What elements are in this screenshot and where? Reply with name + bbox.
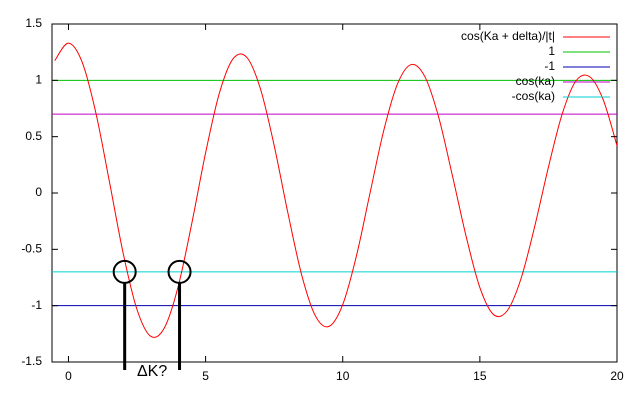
y-tick-label: -1: [31, 298, 42, 312]
legend-label: -cos(ka): [512, 89, 555, 103]
x-tick-label: 20: [610, 369, 624, 383]
legend-label: cos(Ka + delta)/|t|: [461, 29, 555, 43]
x-tick-label: 0: [65, 369, 72, 383]
legend-label: -1: [544, 59, 555, 73]
x-tick-label: 10: [336, 369, 350, 383]
y-tick-label: 1.5: [25, 16, 42, 30]
data-line: [54, 42, 617, 338]
annotation-text: ΔK?: [137, 363, 167, 380]
y-tick-label: 0: [35, 185, 42, 199]
y-tick-label: -1.5: [21, 354, 42, 368]
y-tick-label: -0.5: [21, 242, 42, 256]
x-tick-label: 5: [202, 369, 209, 383]
plot-area: [52, 42, 617, 338]
legend-label: 1: [548, 44, 555, 58]
y-tick-label: 1: [35, 73, 42, 87]
x-tick-label: 15: [473, 369, 487, 383]
y-tick-label: 0.5: [25, 129, 42, 143]
legend-label: cos(ka): [516, 74, 555, 88]
